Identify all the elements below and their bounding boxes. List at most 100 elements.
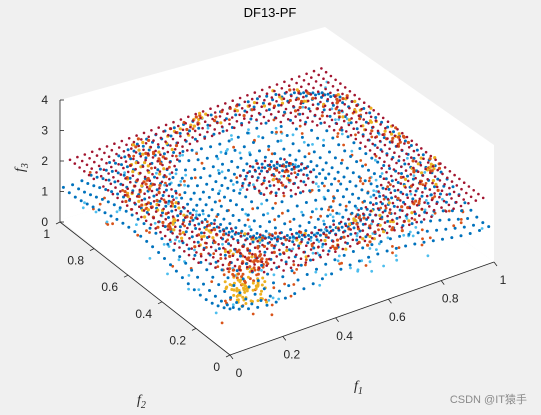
- scatter-point: [300, 240, 303, 244]
- scatter-point: [237, 232, 240, 235]
- scatter-point: [180, 236, 184, 240]
- scatter-point: [99, 174, 103, 178]
- x-tick-label: 0.2: [283, 347, 300, 361]
- scatter-point: [390, 179, 394, 183]
- scatter-point: [83, 201, 86, 205]
- scatter-point: [391, 136, 395, 140]
- scatter-point: [336, 170, 340, 174]
- scatter-point: [299, 179, 303, 183]
- scatter-point: [340, 128, 344, 132]
- scatter-point: [198, 111, 202, 115]
- scatter-point: [228, 254, 232, 258]
- scatter-point: [112, 203, 116, 207]
- scatter-point: [225, 303, 229, 307]
- scatter-point: [127, 137, 131, 140]
- scatter-point: [340, 109, 344, 113]
- scatter-point: [374, 119, 378, 122]
- scatter-point: [137, 148, 141, 152]
- scatter-point: [209, 145, 213, 149]
- scatter-point: [178, 151, 182, 155]
- scatter-point: [83, 190, 86, 194]
- scatter-point: [166, 150, 170, 154]
- scatter-point: [258, 241, 262, 245]
- scatter-point: [213, 200, 217, 204]
- scatter-point: [232, 293, 236, 297]
- scatter-point: [407, 146, 411, 149]
- scatter-point: [178, 193, 182, 197]
- scatter-point: [281, 183, 285, 187]
- scatter-point: [303, 122, 307, 126]
- scatter-point: [267, 148, 270, 152]
- scatter-point: [209, 262, 212, 266]
- scatter-point: [109, 214, 113, 218]
- scatter-point: [246, 171, 249, 175]
- scatter-point: [158, 170, 162, 173]
- scatter-point: [124, 160, 128, 163]
- scatter-point: [174, 225, 177, 229]
- scatter-point: [107, 155, 111, 158]
- scatter-point: [199, 176, 203, 180]
- scatter-point: [261, 101, 265, 105]
- scatter-point: [219, 121, 223, 125]
- scatter-point: [134, 161, 138, 165]
- scatter-point: [272, 286, 276, 290]
- scatter-point: [125, 165, 129, 169]
- scatter-point: [341, 215, 345, 219]
- scatter-point: [154, 210, 158, 213]
- scatter-point: [166, 167, 169, 171]
- scatter-point: [283, 296, 287, 300]
- scatter-point: [249, 299, 253, 303]
- scatter-point: [366, 216, 370, 219]
- scatter-point: [135, 195, 139, 198]
- scatter-point: [301, 190, 305, 193]
- scatter-point: [105, 161, 108, 165]
- scatter-point: [401, 131, 404, 135]
- scatter-point: [116, 196, 119, 200]
- scatter-point: [354, 133, 357, 137]
- scatter-point: [345, 166, 349, 170]
- scatter-point: [326, 189, 330, 193]
- scatter-point: [347, 222, 352, 226]
- scatter-point: [205, 220, 209, 224]
- scatter-point: [288, 98, 292, 103]
- scatter-point: [392, 130, 395, 134]
- scatter-point: [300, 85, 303, 89]
- scatter-point: [300, 210, 304, 214]
- scatter-point: [288, 153, 292, 157]
- scatter-point: [384, 204, 387, 208]
- scatter-point: [254, 287, 258, 291]
- scatter-point: [326, 253, 330, 256]
- scatter-point: [408, 230, 412, 234]
- scatter-point: [274, 201, 277, 205]
- scatter-point: [213, 222, 216, 225]
- scatter-point: [287, 248, 291, 252]
- scatter-point: [280, 103, 283, 107]
- scatter-point: [222, 306, 226, 310]
- scatter-point: [177, 124, 180, 128]
- scatter-point: [144, 158, 147, 162]
- scatter-point: [320, 207, 324, 211]
- scatter-point: [174, 269, 178, 273]
- scatter-point: [255, 179, 259, 182]
- scatter-point: [168, 172, 172, 176]
- scatter-point: [310, 231, 313, 234]
- scatter-point: [102, 168, 106, 171]
- scatter-point: [249, 242, 252, 246]
- scatter-point: [171, 154, 174, 158]
- scatter-point: [329, 95, 333, 99]
- scatter-point: [302, 287, 306, 291]
- scatter-point: [229, 260, 232, 264]
- scatter-point: [83, 170, 86, 173]
- scatter-point: [183, 250, 186, 253]
- scatter-point: [164, 212, 168, 216]
- scatter-point: [246, 100, 250, 104]
- scatter-point: [292, 263, 296, 267]
- scatter-point: [322, 144, 325, 147]
- scatter-point: [274, 231, 278, 235]
- scatter-point: [268, 85, 271, 89]
- scatter-point: [384, 126, 387, 130]
- scatter-point: [115, 217, 119, 221]
- watermark: CSDN @IT猿手: [450, 392, 527, 406]
- scatter-point: [367, 122, 370, 125]
- scatter-point: [120, 163, 123, 167]
